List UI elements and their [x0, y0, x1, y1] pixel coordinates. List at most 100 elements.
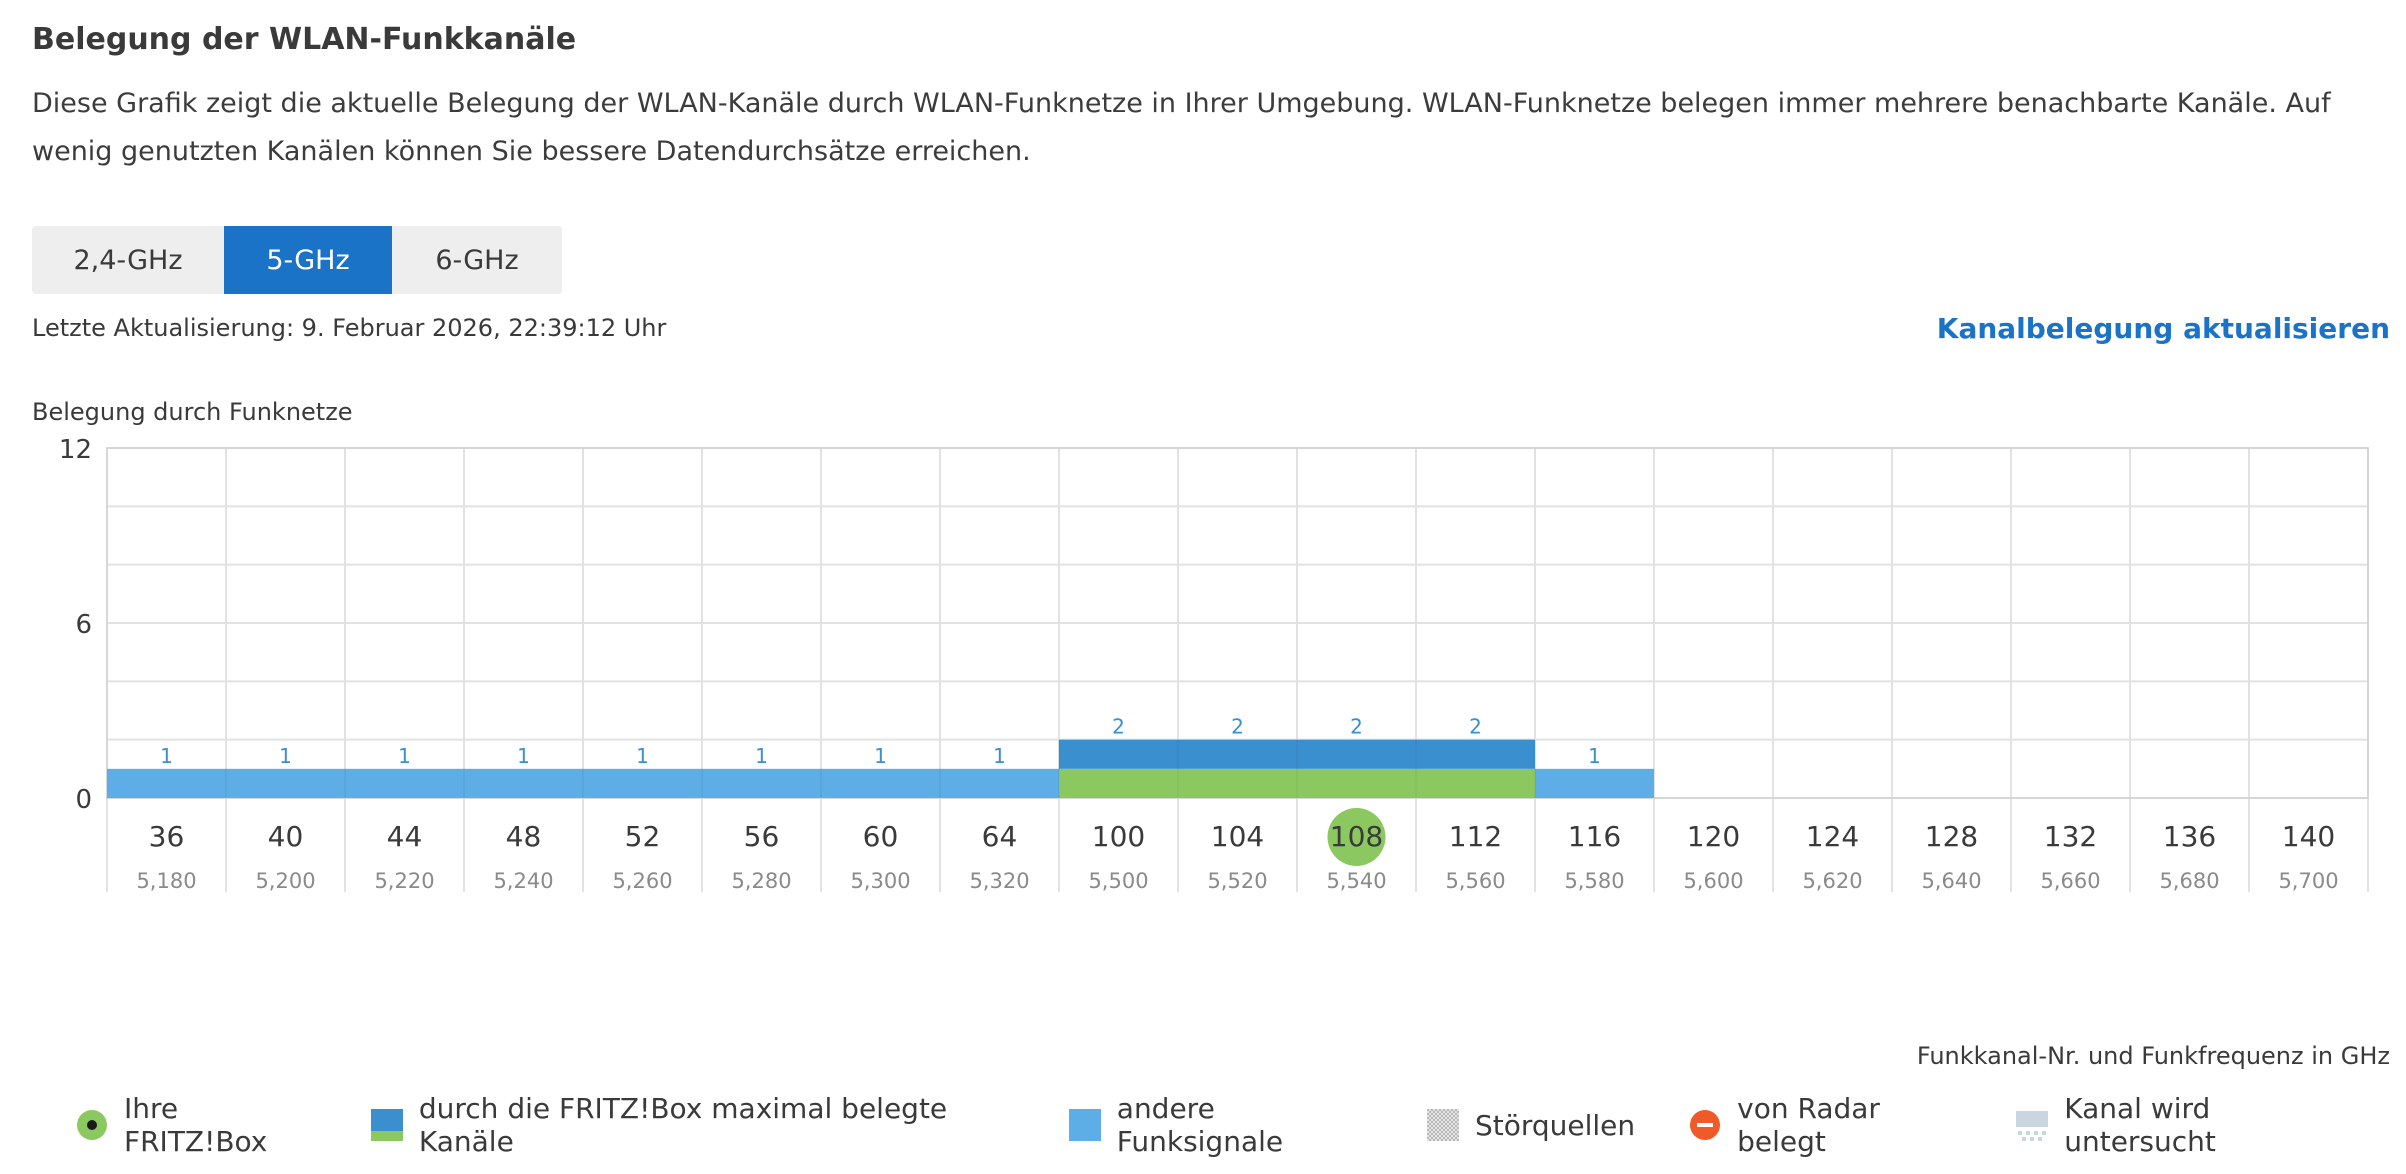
interference-swatch	[1426, 1109, 1459, 1141]
x-tick-frequency-140: 5,700	[2278, 869, 2338, 893]
legend-item-max: durch die FRITZ!Box maximal belegte Kanä…	[370, 1092, 1015, 1158]
x-tick-channel-140: 140	[2282, 820, 2335, 853]
x-tick-frequency-60: 5,300	[850, 869, 910, 893]
bar-fritzbox-108	[1297, 768, 1416, 798]
bar-other-40	[226, 768, 345, 798]
x-tick-frequency-136: 5,680	[2159, 869, 2219, 893]
legend-label-noise: Störquellen	[1474, 1108, 1636, 1142]
radar-icon	[1690, 1110, 1721, 1140]
bar-value-label-44: 1	[398, 744, 411, 768]
bar-value-label-40: 1	[279, 744, 292, 768]
x-tick-channel-56: 56	[744, 820, 780, 853]
legend-item-other: andere Funksignale	[1068, 1092, 1373, 1158]
bar-other-116	[1535, 768, 1654, 798]
x-tick-frequency-40: 5,200	[255, 869, 315, 893]
x-tick-channel-112: 112	[1449, 820, 1502, 853]
bar-value-label-112: 2	[1469, 715, 1482, 739]
x-tick-channel-64: 64	[982, 820, 1018, 853]
x-tick-channel-48: 48	[506, 820, 542, 853]
chart-legend: Ihre FRITZ!Box durch die FRITZ!Box maxim…	[76, 1092, 2406, 1158]
x-tick-channel-44: 44	[387, 820, 423, 853]
y-tick-label: 12	[59, 435, 92, 465]
bar-value-label-36: 1	[160, 744, 173, 768]
x-tick-channel-52: 52	[625, 820, 661, 853]
bar-value-label-100: 2	[1112, 715, 1125, 739]
x-tick-frequency-44: 5,220	[374, 869, 434, 893]
bar-value-label-116: 1	[1588, 744, 1601, 768]
bar-value-label-64: 1	[993, 744, 1006, 768]
legend-label-scan: Kanal wird untersucht	[2064, 1092, 2216, 1158]
bar-max-channel-104	[1178, 739, 1297, 769]
x-tick-channel-116: 116	[1568, 820, 1621, 853]
x-tick-frequency-104: 5,520	[1207, 869, 1267, 893]
bar-value-label-60: 1	[874, 744, 887, 768]
y-tick-label: 6	[75, 610, 92, 640]
page-title: Belegung der WLAN-Funkkanäle	[32, 22, 577, 57]
x-tick-frequency-108: 5,540	[1326, 869, 1386, 893]
x-tick-frequency-132: 5,660	[2040, 869, 2100, 893]
legend-item-noise: Störquellen	[1426, 1108, 1636, 1142]
x-tick-frequency-48: 5,240	[493, 869, 553, 893]
x-tick-frequency-100: 5,500	[1088, 869, 1148, 893]
own-channel-marker	[1327, 808, 1386, 866]
x-tick-frequency-52: 5,260	[612, 869, 672, 893]
legend-label-other: andere Funksignale	[1116, 1092, 1284, 1158]
refresh-channels-link[interactable]: Kanalbelegung aktualisieren	[1936, 312, 2390, 345]
max-channels-swatch	[370, 1109, 403, 1141]
bar-other-56	[702, 768, 821, 798]
legend-item-scan: Kanal wird untersucht	[2016, 1092, 2352, 1158]
bar-max-channel-112	[1416, 739, 1535, 769]
x-tick-frequency-56: 5,280	[731, 869, 791, 893]
bar-value-label-52: 1	[636, 744, 649, 768]
x-tick-channel-128: 128	[1925, 820, 1978, 853]
bar-other-60	[821, 768, 940, 798]
other-signals-swatch	[1068, 1109, 1101, 1141]
x-tick-frequency-112: 5,560	[1445, 869, 1505, 893]
band-tabs: 2,4-GHz 5-GHz 6-GHz	[32, 226, 562, 294]
bar-value-label-108: 2	[1350, 715, 1363, 739]
bar-value-label-48: 1	[517, 744, 530, 768]
x-tick-channel-124: 124	[1806, 820, 1859, 853]
bar-max-channel-108	[1297, 739, 1416, 769]
bar-other-48	[464, 768, 583, 798]
tab-2-4-ghz[interactable]: 2,4-GHz	[73, 244, 183, 276]
bar-other-64	[940, 768, 1059, 798]
x-tick-channel-136: 136	[2163, 820, 2216, 853]
x-tick-channel-132: 132	[2044, 820, 2097, 853]
bar-value-label-56: 1	[755, 744, 768, 768]
x-tick-channel-100: 100	[1092, 820, 1145, 853]
y-axis-label: Belegung durch Funknetze	[32, 398, 353, 426]
legend-label-radar: von Radar belegt	[1737, 1092, 1880, 1158]
legend-label-max: durch die FRITZ!Box maximal belegte Kanä…	[418, 1092, 948, 1158]
bar-fritzbox-100	[1059, 768, 1178, 798]
bar-other-52	[583, 768, 702, 798]
x-tick-channel-104: 104	[1211, 820, 1264, 853]
bar-other-44	[345, 768, 464, 798]
tab-6-ghz[interactable]: 6-GHz	[435, 244, 519, 276]
bar-other-36	[107, 768, 226, 798]
legend-item-radar: von Radar belegt	[1689, 1092, 1962, 1158]
x-tick-frequency-36: 5,180	[136, 869, 196, 893]
scanning-swatch	[2016, 1111, 2049, 1141]
page-description: Diese Grafik zeigt die aktuelle Belegung…	[32, 88, 2331, 167]
x-tick-frequency-120: 5,600	[1683, 869, 1743, 893]
x-axis-label: Funkkanal-Nr. und Funkfrequenz in GHz	[1916, 1042, 2390, 1070]
x-tick-frequency-124: 5,620	[1802, 869, 1862, 893]
legend-label-own: Ihre FRITZ!Box	[124, 1092, 268, 1158]
x-tick-frequency-116: 5,580	[1564, 869, 1624, 893]
x-tick-frequency-64: 5,320	[969, 869, 1029, 893]
bar-value-label-104: 2	[1231, 715, 1244, 739]
last-update-text: Letzte Aktualisierung: 9. Februar 2026, …	[32, 314, 667, 342]
y-tick-label: 0	[75, 785, 92, 815]
x-tick-channel-60: 60	[863, 820, 899, 853]
bar-max-channel-100	[1059, 739, 1178, 769]
x-tick-channel-108: 108	[1330, 820, 1383, 853]
x-tick-channel-120: 120	[1687, 820, 1740, 853]
x-tick-frequency-128: 5,640	[1921, 869, 1981, 893]
tab-5-ghz[interactable]: 5-GHz	[224, 226, 392, 294]
legend-item-own: Ihre FRITZ!Box	[76, 1092, 317, 1158]
fritzbox-dot-icon	[77, 1110, 107, 1140]
bar-fritzbox-112	[1416, 768, 1535, 798]
x-tick-channel-36: 36	[149, 820, 185, 853]
